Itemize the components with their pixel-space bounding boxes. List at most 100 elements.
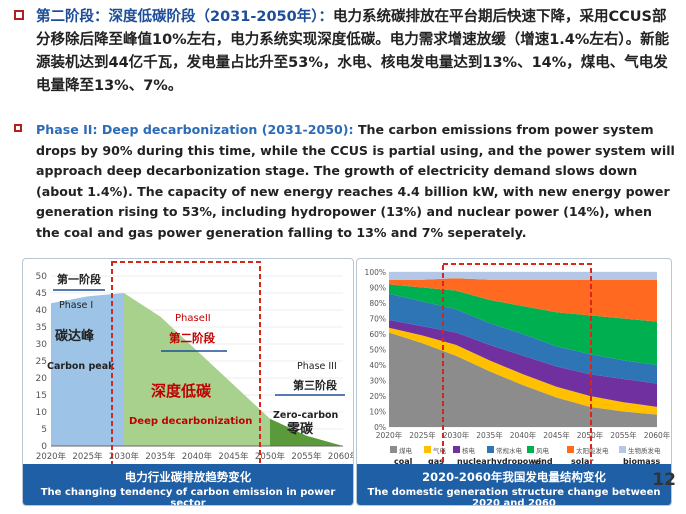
generation-structure-panel: 100% 90% 80% 70% 60% 50% 40% 30% 20% 10% 0% 2020年 20… bbox=[356, 258, 672, 506]
phase1-label-en: Phase I bbox=[59, 300, 93, 311]
phase2-body-en: The carbon emissions from power system d… bbox=[36, 122, 675, 240]
legend-label-cn: 常规水电 bbox=[496, 446, 523, 455]
x-tick-label: 2030年 bbox=[109, 451, 140, 462]
y-tick-label: 25 bbox=[36, 357, 47, 367]
x-tick-label: 2045年 bbox=[218, 451, 249, 462]
y-tick-label: 10% bbox=[369, 408, 386, 417]
y-tick-label: 100% bbox=[365, 268, 386, 277]
legend-label-cn: 核电 bbox=[462, 446, 476, 455]
x-tick-label: 2030年 bbox=[443, 430, 470, 440]
x-tick-label: 2060年 bbox=[644, 430, 671, 440]
legend-swatch bbox=[527, 446, 534, 453]
y-tick-label: 70% bbox=[369, 315, 386, 324]
legend-swatch bbox=[390, 446, 397, 453]
legend-label-en: solar bbox=[571, 457, 593, 466]
zero-carbon-cn: 零碳 bbox=[286, 421, 314, 437]
area-coal bbox=[389, 332, 657, 427]
y-tick-label: 20% bbox=[369, 392, 386, 401]
x-tick-label: 2055年 bbox=[291, 451, 322, 462]
x-tick-label: 2025年 bbox=[409, 430, 436, 440]
phase1-label-cn: 第一阶段 bbox=[57, 272, 101, 286]
phase2-label-en: PhaseII bbox=[175, 313, 211, 324]
y-tick-label: 90% bbox=[369, 284, 386, 293]
legend-swatch bbox=[567, 446, 574, 453]
x-tick-label: 2040年 bbox=[182, 451, 213, 462]
y-tick-label: 60% bbox=[369, 330, 386, 339]
chinese-paragraph: 第二阶段：深度低碳阶段（2031-2050年）：电力系统碳排放在平台期后快速下降… bbox=[14, 6, 678, 98]
legend-label-en: biomass bbox=[623, 457, 660, 466]
x-tick-label: 2035年 bbox=[145, 451, 176, 462]
legend-label-en: hydropower bbox=[491, 457, 545, 466]
phase3-label-en: Phase III bbox=[297, 361, 337, 372]
area-gas bbox=[389, 327, 657, 415]
y-tick-label: 50% bbox=[369, 346, 386, 355]
y-tick-label: 15 bbox=[36, 391, 47, 401]
x-tick-label: 2050年 bbox=[255, 451, 286, 462]
left-caption-cn: 电力行业碳排放趋势变化 bbox=[124, 470, 252, 484]
x-tick-label: 2050年 bbox=[577, 430, 604, 440]
y-tick-label: 45 bbox=[36, 289, 47, 299]
x-tick-label: 2040年 bbox=[510, 430, 537, 440]
y-tick-label: 40% bbox=[369, 361, 386, 370]
x-tick-label: 2020年 bbox=[36, 451, 67, 462]
y-tick-label: 20 bbox=[36, 374, 48, 384]
y-tick-label: 30 bbox=[36, 340, 48, 350]
phase2-label-cn: 第二阶段 bbox=[169, 331, 215, 345]
y-tick-label: 5 bbox=[41, 425, 47, 435]
legend-label-cn: 生物质发电 bbox=[628, 446, 661, 455]
y-tick-label: 0 bbox=[41, 442, 47, 452]
deep-decarb-cn: 深度低碳 bbox=[151, 382, 212, 400]
right-caption-en: The domestic generation structure change… bbox=[367, 487, 661, 506]
y-tick-label: 30% bbox=[369, 377, 386, 386]
left-caption-en: The changing tendency of carbon emission… bbox=[40, 487, 336, 506]
x-tick-label: 2035年 bbox=[476, 430, 503, 440]
right-caption: 2020-2060年我国发电量结构变化 The domestic generat… bbox=[357, 464, 671, 505]
zero-carbon-en: Zero-carbon bbox=[273, 410, 339, 421]
left-caption: 电力行业碳排放趋势变化 The changing tendency of car… bbox=[23, 464, 353, 505]
carbon-peak-cn: 碳达峰 bbox=[55, 328, 95, 344]
legend-label-cn: 风电 bbox=[536, 446, 550, 455]
y-tick-label: 50 bbox=[36, 272, 48, 282]
deep-decarb-en: Deep decarbonization bbox=[129, 416, 252, 427]
x-tick-label: 2020年 bbox=[376, 430, 403, 440]
y-tick-label: 80% bbox=[369, 299, 386, 308]
x-tick-label: 2055年 bbox=[610, 430, 637, 440]
y-tick-label: 0% bbox=[374, 423, 386, 432]
y-tick-label: 35 bbox=[36, 323, 47, 333]
y-tick-label: 10 bbox=[36, 408, 48, 418]
legend-swatch bbox=[619, 446, 626, 453]
legend-label-cn: 气电 bbox=[433, 446, 447, 455]
carbon-emission-panel: 50 45 40 35 30 25 20 15 10 5 0 2020年 2025年 2030年 2035年… bbox=[22, 258, 354, 506]
generation-structure-chart: 100% 90% 80% 70% 60% 50% 40% 30% 20% 10% 0%2020年 20… bbox=[365, 263, 671, 468]
y-tick-label: 40 bbox=[36, 306, 48, 316]
area-biomass bbox=[389, 272, 657, 280]
english-paragraph: Phase II: Deep decarbonization (2031-205… bbox=[14, 120, 678, 243]
area-hydropower bbox=[389, 293, 657, 384]
phase2-heading-en: Phase II: Deep decarbonization (2031-205… bbox=[36, 122, 354, 137]
legend-label-en: nuclear bbox=[457, 457, 491, 466]
x-tick-label: 2060年 bbox=[328, 451, 353, 462]
page-number: 12 bbox=[652, 470, 676, 490]
x-tick-label: 2025年 bbox=[72, 451, 103, 462]
carbon-peak-en: Carbon peak bbox=[47, 361, 115, 372]
legend-swatch bbox=[424, 446, 431, 453]
phase2-heading-cn: 第二阶段：深度低碳阶段（2031-2050年）： bbox=[36, 9, 333, 25]
bullet-square-icon bbox=[14, 10, 24, 20]
bullet-square-icon bbox=[14, 124, 22, 132]
legend-label-en: coal bbox=[394, 457, 413, 466]
phase3-area bbox=[270, 418, 343, 446]
right-caption-cn: 2020-2060年我国发电量结构变化 bbox=[422, 470, 606, 484]
area-nuclear bbox=[389, 320, 657, 407]
legend-swatch bbox=[453, 446, 460, 453]
legend-label-cn: 煤电 bbox=[399, 446, 413, 455]
legend-label-en: wind bbox=[531, 457, 553, 466]
phase2-area bbox=[124, 293, 270, 446]
legend-label-en: gas bbox=[428, 457, 444, 466]
legend-swatch bbox=[487, 446, 494, 453]
phase1-area bbox=[51, 293, 124, 446]
phase2-highlight-box bbox=[111, 261, 261, 464]
phase3-label-cn: 第三阶段 bbox=[293, 378, 337, 392]
phase2-body-cn: 电力系统碳排放在平台期后快速下降，采用CCUS部分移除后降至峰值10%左右，电力… bbox=[36, 9, 670, 94]
legend-label-cn: 太阳能发电 bbox=[576, 446, 609, 455]
